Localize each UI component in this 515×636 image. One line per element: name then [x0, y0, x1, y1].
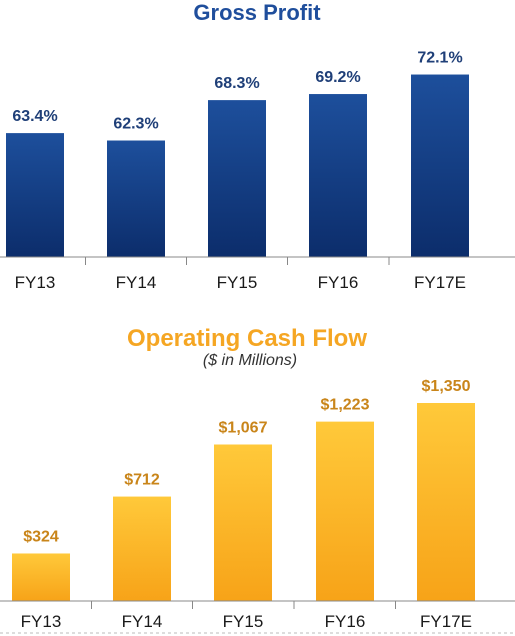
ocf-tick-label: FY17E [420, 612, 472, 631]
gross-profit-tick-label: FY14 [116, 273, 157, 292]
gross-profit-bar [411, 74, 469, 257]
gross-profit-bar [208, 100, 266, 257]
gross-profit-data-label: 72.1% [417, 50, 462, 67]
ocf-data-label: $1,067 [219, 420, 268, 437]
ocf-title: Operating Cash Flow [127, 325, 367, 352]
gross-profit-bars: 63.4% 62.3% 68.3% 69.2% 72.1% [6, 50, 469, 257]
ocf-bar [113, 496, 171, 601]
gross-profit-tick-label: FY17E [414, 273, 466, 292]
ocf-tick-label: FY16 [325, 612, 366, 631]
ocf-data-label: $712 [124, 472, 160, 489]
gross-profit-data-label: 68.3% [214, 75, 259, 92]
gross-profit-bar [309, 94, 367, 257]
ocf-bar [214, 444, 272, 601]
ocf-data-label: $324 [23, 528, 59, 545]
ocf-tick-label: FY14 [122, 612, 163, 631]
gross-profit-tick-label: FY16 [318, 273, 359, 292]
ocf-tick-label: FY13 [21, 612, 62, 631]
gross-profit-ticks: FY13 FY14 FY15 FY16 FY17E [15, 257, 466, 292]
gross-profit-title: Gross Profit [193, 0, 321, 25]
gross-profit-data-label: 63.4% [12, 108, 57, 125]
ocf-ticks: FY13 FY14 FY15 FY16 FY17E [21, 601, 472, 631]
ocf-bar [417, 403, 475, 601]
ocf-chart: Operating Cash Flow ($ in Millions) $324… [0, 325, 515, 634]
ocf-subtitle: ($ in Millions) [203, 352, 297, 369]
gross-profit-bar [6, 133, 64, 257]
ocf-data-label: $1,223 [321, 397, 370, 414]
ocf-bar [316, 421, 374, 601]
ocf-bar [12, 553, 70, 601]
gross-profit-tick-label: FY15 [217, 273, 258, 292]
ocf-bars: $324 $712 $1,067 $1,223 $1,350 [12, 378, 475, 601]
gross-profit-data-label: 69.2% [315, 69, 360, 86]
gross-profit-data-label: 62.3% [113, 116, 158, 133]
gross-profit-chart: Gross Profit 63.4% 62.3% 68.3% 69.2% 72.1% F… [0, 0, 515, 292]
gross-profit-tick-label: FY13 [15, 273, 56, 292]
ocf-tick-label: FY15 [223, 612, 264, 631]
ocf-data-label: $1,350 [422, 378, 471, 395]
gross-profit-bar [107, 140, 165, 257]
